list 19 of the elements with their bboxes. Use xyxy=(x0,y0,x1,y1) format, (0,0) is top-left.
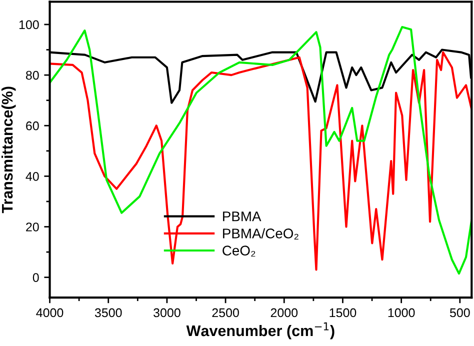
x-tick-label: 1500 xyxy=(330,308,356,318)
legend-label: CeO₂ xyxy=(222,246,256,257)
y-tick-label: 40 xyxy=(26,172,39,181)
y-tick-label: 0 xyxy=(32,273,39,282)
x-tick-label: 4000 xyxy=(36,308,64,318)
x-tick-label: 500 xyxy=(450,308,470,318)
y-tick-label: 20 xyxy=(26,222,39,232)
x-tick-label: 2000 xyxy=(270,308,298,318)
legend-label: PBMA xyxy=(223,212,262,222)
y-axis-title: Transmittance(%) xyxy=(1,86,16,214)
x-tick-label: 1000 xyxy=(388,308,415,318)
x-tick-label: 3500 xyxy=(94,308,122,318)
legend-label: PBMA/CeO₂ xyxy=(223,228,298,240)
y-tick-label: 100 xyxy=(19,20,39,30)
x-tick-label: 3000 xyxy=(154,308,180,318)
x-axis-title: Wavenumber (cm$^{−1}$) xyxy=(186,322,334,340)
y-tick-label: 80 xyxy=(26,70,39,80)
y-tick-label: 60 xyxy=(26,121,39,130)
x-tick-label: 2500 xyxy=(212,308,239,318)
